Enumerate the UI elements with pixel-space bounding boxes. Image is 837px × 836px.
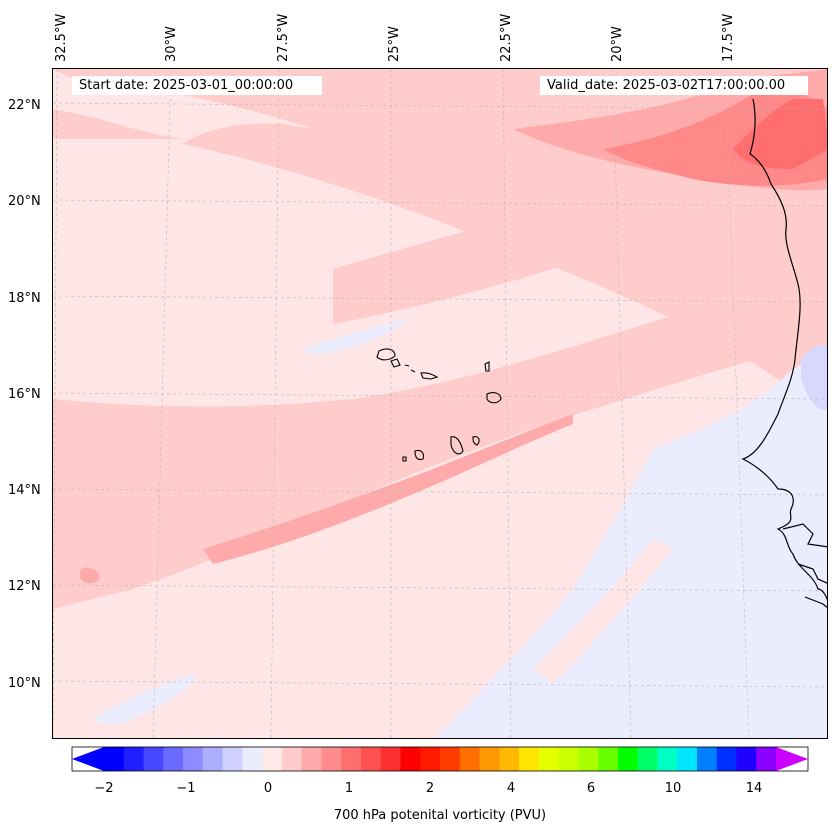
- cb-tick-4: 4: [506, 781, 516, 796]
- lat-label-20: 20°N: [8, 194, 41, 209]
- colorbar-cell: [163, 747, 184, 771]
- colorbar-cell: [301, 747, 322, 771]
- coastline-africa: [741, 98, 827, 601]
- pv-contour-ne-max: [733, 99, 827, 169]
- cb-tick-0: 0: [263, 781, 273, 796]
- cb-tick-1: 1: [344, 781, 354, 796]
- pv-contour-north-2: [183, 123, 827, 418]
- colorbar-cell: [696, 747, 718, 771]
- colorbar-cell: [123, 747, 145, 771]
- colorbar-cell: [262, 747, 283, 771]
- cb-tick-2: 2: [425, 781, 435, 796]
- map-panel: [52, 68, 828, 739]
- colorbar-cell: [657, 747, 678, 771]
- start-date-label: Start date: 2025-03-01_00:00:00: [72, 76, 322, 95]
- pv-contour-main-band: [53, 269, 827, 609]
- pv-contour-diag: [333, 149, 827, 324]
- cb-tick-14: 14: [745, 781, 763, 796]
- colorbar-cell: [104, 747, 125, 771]
- colorbar-extend-low: [72, 747, 104, 771]
- colorbar-cell: [202, 747, 224, 771]
- pv-negative-sw: [93, 674, 195, 725]
- colorbar-cell: [143, 747, 164, 771]
- colorbar-cell: [380, 747, 401, 771]
- colorbar-cell: [440, 747, 461, 771]
- pv-field: [53, 69, 827, 738]
- cb-tick-6: 6: [586, 781, 596, 796]
- pv-streak-south: [533, 539, 673, 684]
- lat-label-18: 18°N: [8, 291, 41, 306]
- lat-label-14: 14°N: [8, 483, 41, 498]
- lon-label-30: 30°W: [164, 26, 179, 62]
- colorbar-cell: [341, 747, 362, 771]
- colorbar-cell: [558, 747, 579, 771]
- colorbar-cells: [104, 747, 777, 771]
- colorbar-cell: [538, 747, 560, 771]
- pv-negative-mid: [303, 319, 404, 354]
- colorbar-cell: [242, 747, 263, 771]
- lon-label-20: 20°W: [610, 26, 625, 62]
- colorbar-cell: [716, 747, 737, 771]
- colorbar-cell: [617, 747, 639, 771]
- pv-contour-main-core: [203, 414, 573, 564]
- lat-label-16: 16°N: [8, 387, 41, 402]
- lat-label-10: 10°N: [8, 676, 41, 691]
- colorbar-cell: [281, 747, 303, 771]
- colorbar-cell: [499, 747, 520, 771]
- colorbar-cell: [736, 747, 757, 771]
- cb-tick-10: 10: [664, 781, 682, 796]
- lon-label-27-5: 27.5°W: [276, 13, 291, 62]
- colorbar-cell: [321, 747, 342, 771]
- colorbar-cell: [360, 747, 382, 771]
- lon-label-25: 25°W: [387, 26, 402, 62]
- colorbar-cell: [420, 747, 441, 771]
- colorbar-cell: [400, 747, 421, 771]
- pv-negative-east: [434, 350, 827, 738]
- colorbar-outline: [71, 746, 809, 772]
- colorbar-cell: [578, 747, 599, 771]
- colorbar-title: 700 hPa potenital vorticity (PVU): [333, 808, 547, 823]
- pv-negative-east-deep: [801, 345, 827, 410]
- cb-tick-neg2: −2: [94, 781, 114, 796]
- colorbar-cell: [637, 747, 658, 771]
- colorbar-cell: [459, 747, 481, 771]
- lon-label-22-5: 22.5°W: [499, 13, 514, 62]
- valid-date-label: Valid_date: 2025-03-02T17:00:00.00: [540, 76, 808, 95]
- colorbar-cell: [183, 747, 204, 771]
- cape-verde-islands: [376, 348, 502, 462]
- gridlines: [53, 69, 827, 738]
- colorbar: [71, 746, 809, 772]
- lat-label-22: 22°N: [8, 98, 41, 113]
- lat-label-12: 12°N: [8, 579, 41, 594]
- pv-contour-sw-blob: [79, 567, 100, 584]
- colorbar-cell: [519, 747, 540, 771]
- colorbar-cell: [677, 747, 698, 771]
- lon-label-17-5: 17.5°W: [721, 13, 736, 62]
- cb-tick-neg1: −1: [176, 781, 196, 796]
- coastline-africa-south: [782, 523, 827, 609]
- colorbar-cell: [479, 747, 500, 771]
- colorbar-cell: [756, 747, 777, 771]
- lon-label-32-5: 32.5°W: [54, 13, 69, 62]
- colorbar-extend-high: [776, 747, 808, 771]
- colorbar-cell: [222, 747, 243, 771]
- colorbar-cell: [598, 747, 619, 771]
